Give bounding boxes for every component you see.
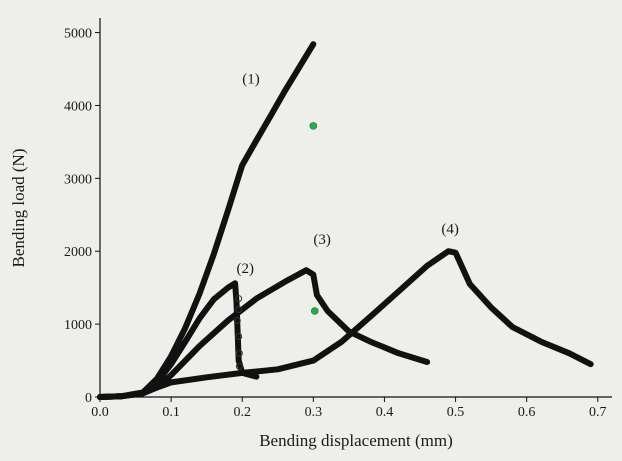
x-tick-label: 0.0	[91, 405, 109, 420]
data-markers	[233, 122, 319, 370]
x-axis-ticks: 0.0 0.1 0.2 0.3 0.4 0.5 0.6 0.7	[91, 397, 607, 420]
x-tick-label: 0.5	[447, 405, 465, 420]
hollow-marker	[235, 333, 243, 341]
y-tick-label: 2000	[64, 245, 92, 260]
series-curves	[97, 41, 594, 400]
x-tick-label: 0.7	[589, 405, 607, 420]
series-label-3: (3)	[313, 232, 331, 248]
green-marker	[309, 122, 318, 130]
hollow-marker	[235, 306, 243, 314]
series-label-1: (1)	[242, 72, 260, 88]
hollow-marker	[235, 349, 243, 357]
x-axis-title: Bending displacement (mm)	[259, 431, 453, 450]
x-tick-label: 0.2	[233, 405, 251, 420]
y-tick-label: 3000	[64, 172, 92, 187]
y-axis-ticks: 0 1000 2000 3000 4000 5000	[64, 27, 100, 406]
series-curve-3	[97, 267, 431, 400]
series-labels: (1) (2) (3) (4)	[237, 72, 459, 278]
series-label-2: (2)	[237, 261, 255, 277]
green-marker	[310, 307, 319, 315]
series-label-4: (4)	[441, 222, 459, 238]
x-tick-label: 0.3	[305, 405, 323, 420]
y-tick-label: 4000	[64, 99, 92, 114]
hollow-marker	[233, 316, 241, 324]
x-tick-label: 0.1	[162, 405, 180, 420]
series-curve-4	[97, 248, 594, 400]
y-tick-label: 5000	[64, 27, 92, 42]
hollow-marker	[235, 295, 243, 303]
y-tick-label: 0	[85, 391, 92, 406]
y-axis-title: Bending load (N)	[9, 149, 28, 268]
x-tick-label: 0.6	[518, 405, 536, 420]
series-curve-1	[97, 41, 317, 400]
x-tick-label: 0.4	[376, 405, 394, 420]
y-tick-label: 1000	[64, 318, 92, 333]
hollow-marker	[235, 362, 243, 370]
